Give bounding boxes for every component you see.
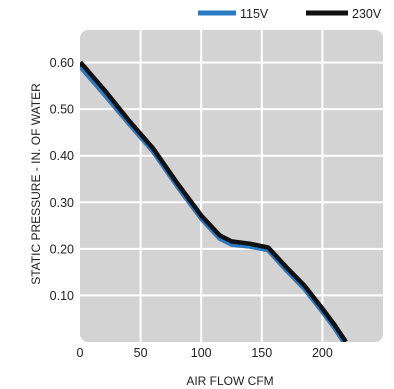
y-tick-0.20: 0.20 [50, 242, 74, 256]
y-tick-0.40: 0.40 [50, 149, 74, 163]
series-line-115v [80, 66, 345, 342]
plot-area [80, 30, 383, 342]
y-tick-0.60: 0.60 [50, 56, 74, 70]
series-lines [80, 60, 348, 342]
x-tick-0: 0 [77, 346, 84, 360]
grid [80, 30, 383, 342]
x-tick-labels: 0 50 100 150 200 [77, 346, 333, 360]
y-tick-0.10: 0.10 [50, 289, 74, 303]
legend-label-115v: 115V [240, 7, 269, 21]
y-tick-0.50: 0.50 [50, 103, 74, 117]
y-tick-0.30: 0.30 [50, 196, 74, 210]
x-tick-50: 50 [134, 346, 148, 360]
x-tick-200: 200 [312, 346, 333, 360]
series-line-230v-core [80, 61, 347, 342]
y-tick-labels: 0.10 0.20 0.30 0.40 0.50 0.60 [50, 56, 74, 303]
legend: 115V 230V [198, 7, 382, 21]
x-axis-label: AIR FLOW CFM [186, 374, 273, 388]
x-tick-100: 100 [191, 346, 212, 360]
x-tick-150: 150 [251, 346, 272, 360]
y-axis-label: STATIC PRESSURE - IN. OF WATER [29, 83, 43, 285]
legend-label-230v: 230V [352, 7, 382, 21]
